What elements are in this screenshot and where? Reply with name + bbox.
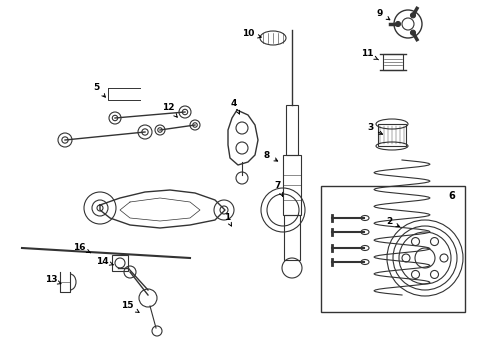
Text: 2: 2: [386, 217, 399, 227]
Text: 1: 1: [224, 213, 231, 226]
Text: 7: 7: [275, 181, 283, 196]
Text: 8: 8: [264, 150, 278, 161]
Circle shape: [395, 22, 400, 27]
Text: 10: 10: [242, 30, 261, 39]
Bar: [286, 105, 298, 155]
Text: 15: 15: [121, 301, 139, 312]
Circle shape: [411, 13, 416, 18]
Text: 3: 3: [367, 123, 383, 134]
Text: 4: 4: [231, 99, 240, 114]
Text: 11: 11: [361, 49, 378, 60]
Text: 6: 6: [449, 191, 455, 201]
Bar: [321, 186, 465, 312]
Bar: [378, 124, 406, 146]
Bar: [383, 54, 403, 70]
Text: 9: 9: [377, 9, 390, 20]
Circle shape: [411, 30, 416, 35]
Text: 5: 5: [93, 82, 105, 97]
Text: 13: 13: [45, 275, 61, 284]
Text: 14: 14: [96, 256, 114, 266]
Bar: [284, 215, 300, 260]
Text: 12: 12: [162, 103, 177, 117]
Bar: [112, 255, 128, 271]
Text: 16: 16: [73, 243, 91, 253]
Bar: [283, 155, 301, 215]
